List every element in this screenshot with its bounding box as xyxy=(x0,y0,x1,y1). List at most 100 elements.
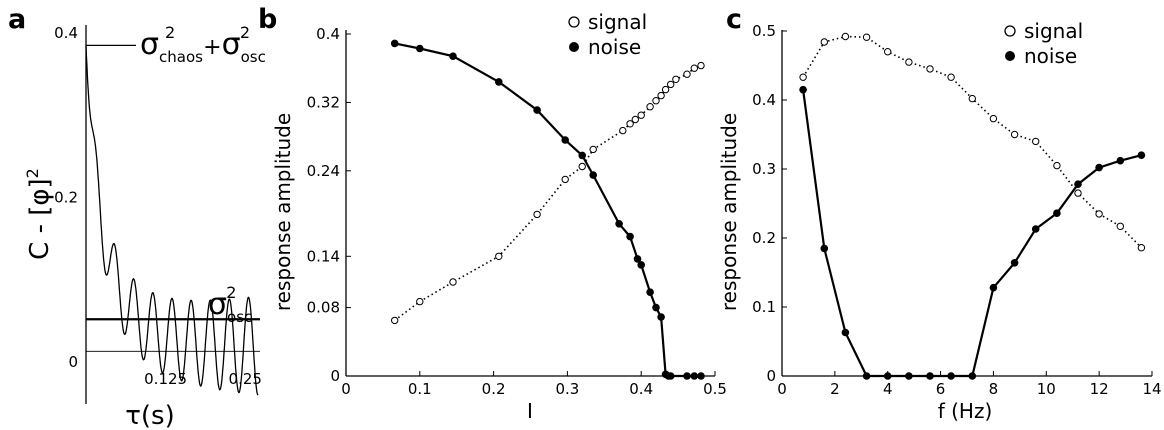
data-point-signal xyxy=(820,38,828,46)
annotation-sigma-osc: σosc2 xyxy=(208,283,252,326)
x-tick-label: 0.1 xyxy=(408,380,432,398)
legend-noise-marker xyxy=(569,42,579,52)
data-point-signal xyxy=(1137,244,1146,252)
x-tick-label: 0.5 xyxy=(703,380,727,398)
x-tick-label: 0 xyxy=(777,380,787,398)
data-point-noise xyxy=(390,39,399,48)
data-point-signal xyxy=(416,297,424,306)
panel-b-series xyxy=(390,39,705,380)
y-tick-label: 0 xyxy=(766,367,776,385)
data-point-signal xyxy=(533,210,541,219)
series-signal xyxy=(391,61,705,325)
data-point-signal xyxy=(561,175,569,184)
data-point-noise xyxy=(626,232,634,241)
data-point-signal xyxy=(841,32,850,41)
legend-signal-marker xyxy=(1004,25,1016,37)
data-point-signal xyxy=(661,85,670,94)
legend-signal-marker xyxy=(568,16,580,28)
data-point-signal xyxy=(391,316,399,325)
x-tick-label: 0.4 xyxy=(629,380,653,398)
x-tick-label: 2 xyxy=(830,380,840,398)
data-point-signal xyxy=(1032,137,1040,146)
panel-b-y-label: response amplitude xyxy=(271,113,295,311)
panel-c-legend: signal noise xyxy=(1004,19,1083,68)
data-point-signal xyxy=(652,97,660,105)
data-point-noise xyxy=(1053,209,1061,217)
panel-a-x-label: τ(s) xyxy=(125,401,175,430)
panel-label-b: b xyxy=(258,4,277,35)
x-tick-label: 14 xyxy=(1142,380,1161,398)
data-point-noise xyxy=(578,151,586,160)
series-signal xyxy=(799,32,1146,252)
data-point-signal xyxy=(657,91,665,100)
data-point-noise xyxy=(561,136,569,144)
data-point-signal xyxy=(619,126,627,135)
panel-b-x-label: I xyxy=(527,399,533,423)
x-tick-label: 6 xyxy=(936,380,946,398)
series-noise xyxy=(799,85,1146,380)
panel-c-y-label: response amplitude xyxy=(717,113,741,311)
data-point-noise xyxy=(633,255,642,263)
y-tick-label: 0.14 xyxy=(307,247,340,265)
data-point-signal xyxy=(989,114,998,123)
legend-signal-label: signal xyxy=(588,10,647,34)
data-point-noise xyxy=(820,244,829,253)
data-point-noise xyxy=(690,372,699,380)
y-tick-label: 0.5 xyxy=(752,22,776,40)
y-tick-label: 0.3 xyxy=(752,160,776,178)
data-point-signal xyxy=(1010,130,1019,139)
data-point-noise xyxy=(1010,259,1019,267)
data-point-noise xyxy=(697,372,705,380)
data-point-signal xyxy=(947,73,955,81)
data-point-signal xyxy=(578,162,586,171)
legend-noise-marker xyxy=(1005,51,1015,61)
data-point-signal xyxy=(1074,189,1082,197)
data-point-signal xyxy=(884,48,892,56)
x-tick-label: 0.2 xyxy=(482,380,506,398)
panel-a-x-tick-label: 0.25 xyxy=(229,370,262,388)
data-point-noise xyxy=(615,220,623,228)
panel-a-y-tick-label: 0.2 xyxy=(54,189,78,207)
panel-label-a: a xyxy=(8,4,26,35)
panel-a-y-label: C - [φ]2 xyxy=(23,168,55,260)
y-tick-label: 0.2 xyxy=(752,229,776,247)
x-tick-label: 10 xyxy=(1037,380,1056,398)
y-tick-label: 0.08 xyxy=(307,299,340,317)
x-tick-label: 0.3 xyxy=(555,380,579,398)
data-point-signal xyxy=(646,103,654,111)
panel-c-x-ticks: 0 2 4 6 8 10 12 14 xyxy=(777,371,1162,398)
panel-b-legend: signal noise xyxy=(568,10,647,59)
data-point-signal xyxy=(637,111,645,119)
panel-b-y-ticks: 0 0.08 0.14 0.24 0.32 0.4 xyxy=(307,25,351,385)
data-point-signal xyxy=(690,64,698,72)
data-point-noise xyxy=(968,372,977,380)
data-point-noise xyxy=(449,52,457,60)
x-tick-label: 12 xyxy=(1090,380,1109,398)
panel-a-y-ticks: 0 0.2 0.4 xyxy=(54,24,78,371)
data-point-signal xyxy=(495,252,503,260)
data-point-signal xyxy=(968,94,976,103)
annotation-sigma-chaos-plus-osc: σchaos2+σosc2 xyxy=(140,23,266,66)
data-point-noise xyxy=(1095,163,1103,172)
panel-a-y-tick-label: 0.4 xyxy=(54,24,78,42)
panel-label-c: c xyxy=(726,4,742,35)
panel-c-series xyxy=(799,32,1146,380)
data-point-signal xyxy=(697,61,705,70)
data-point-signal xyxy=(1053,161,1061,170)
series-line-signal xyxy=(802,35,1142,249)
data-point-noise xyxy=(589,171,597,179)
legend-signal-label: signal xyxy=(1024,19,1083,43)
data-point-signal xyxy=(631,115,639,124)
data-point-noise xyxy=(666,372,675,380)
legend-noise-label: noise xyxy=(588,35,641,59)
data-point-noise xyxy=(657,313,665,321)
panel-c-x-label: f (Hz) xyxy=(938,399,993,423)
y-tick-label: 0 xyxy=(330,367,340,385)
data-point-noise xyxy=(926,372,934,380)
panel-b-x-ticks: 0 0.1 0.2 0.3 0.4 0.5 xyxy=(341,371,727,398)
data-point-signal xyxy=(862,33,871,41)
data-point-signal xyxy=(905,58,913,66)
panel-c-y-ticks: 0 0.1 0.2 0.3 0.4 0.5 xyxy=(752,22,787,385)
panel-a-y-tick-label: 0 xyxy=(68,353,78,371)
x-tick-label: 8 xyxy=(989,380,999,398)
